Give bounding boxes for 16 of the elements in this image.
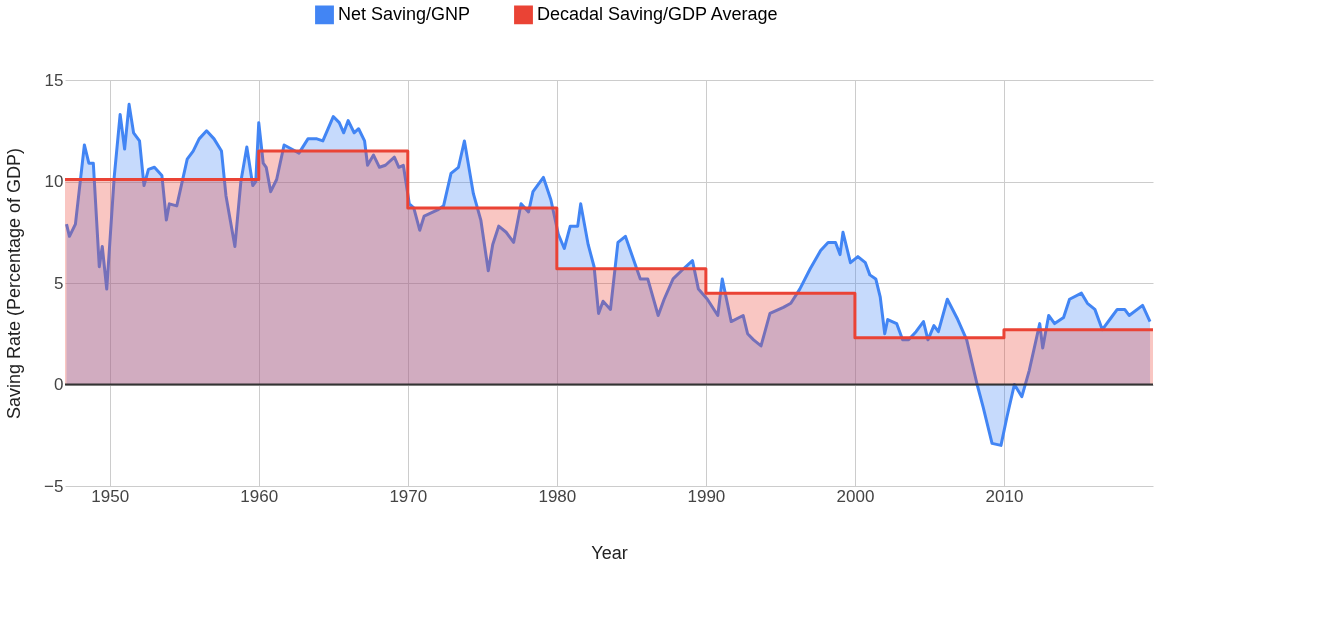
y-tick-label: 15 <box>44 70 64 90</box>
x-tick-label: 2010 <box>985 486 1024 506</box>
x-tick-label: 1960 <box>240 486 279 506</box>
y-tick-label: 10 <box>44 172 64 191</box>
y-tick-label: 0 <box>54 375 64 394</box>
x-tick-label: 1970 <box>389 486 428 506</box>
y-tick-label: 5 <box>54 273 64 293</box>
y-axis-title: Saving Rate (Percentage of GDP) <box>4 147 25 420</box>
x-tick-label: 1990 <box>687 486 726 506</box>
x-tick-label: 1980 <box>538 486 577 506</box>
legend-label: Net Saving/GNP <box>338 3 471 24</box>
y-tick-label: −5 <box>44 476 64 496</box>
x-tick-label: 2000 <box>836 486 875 506</box>
x-axis-title: Year <box>591 542 628 563</box>
legend-label: Decadal Saving/GDP Average <box>537 3 778 24</box>
x-tick-label: 1950 <box>91 486 130 506</box>
